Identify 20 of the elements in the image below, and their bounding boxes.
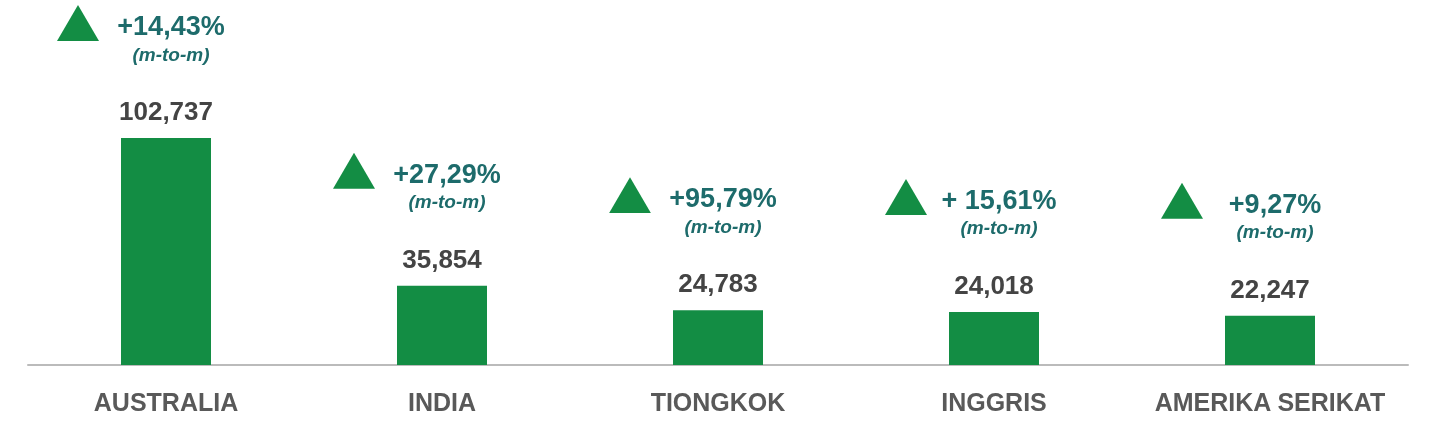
bar <box>1225 315 1315 365</box>
text: +14,43% (m-to-m) <box>117 11 225 65</box>
data-label: 102,737 <box>119 96 213 126</box>
bar <box>673 310 763 365</box>
annotation: +27,29% (m-to-m) <box>393 158 501 213</box>
data-label: 24,783 <box>678 268 758 299</box>
x-tick-label: INGGRIS <box>941 387 1047 416</box>
bar <box>121 138 211 365</box>
annotation: + 15,61% (m-to-m) <box>941 184 1057 239</box>
data-label: 22,247 <box>1230 273 1310 304</box>
data-label: 35,854 <box>402 243 483 274</box>
annotation: +95,79% (m-to-m) <box>669 183 777 237</box>
annotation: +9,27% (m-to-m) <box>1228 188 1322 243</box>
bar <box>397 285 487 365</box>
x-tick-label: AMERIKA SERIKAT <box>1154 387 1386 416</box>
x-tick-label: TIONGKOK <box>650 387 786 416</box>
data-label: 24,018 <box>954 269 1034 300</box>
x-tick-label: INDIA <box>407 387 477 416</box>
bar <box>949 311 1039 365</box>
x-tick-label: AUSTRALIA <box>93 387 239 416</box>
